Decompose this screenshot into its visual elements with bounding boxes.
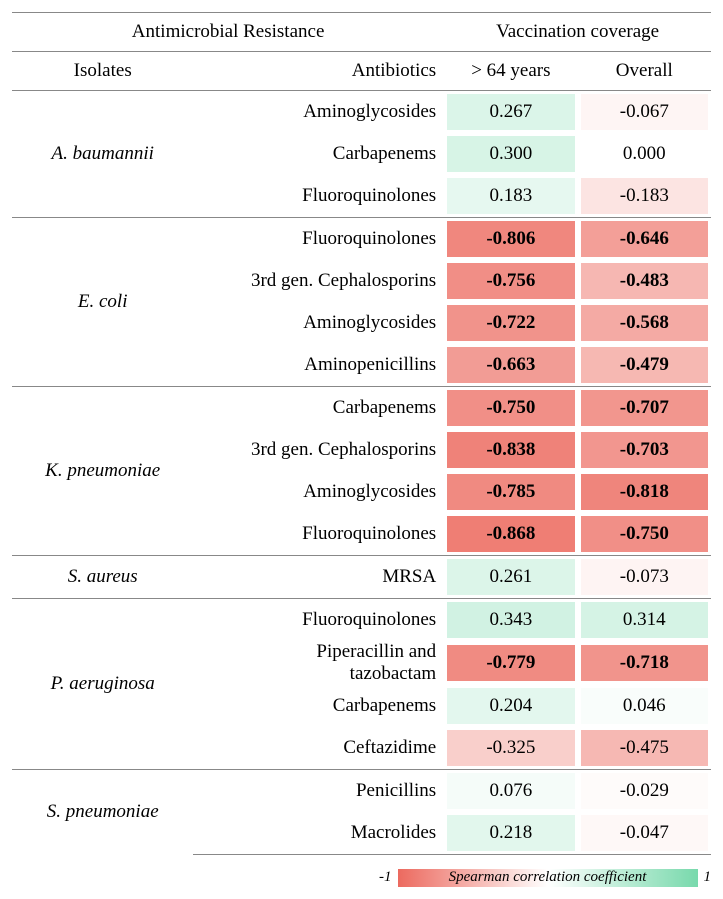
antibiotic-cell: 3rd gen. Cephalosporins	[193, 260, 444, 302]
value-cell: 0.000	[578, 133, 711, 175]
value-cell: -0.868	[444, 513, 577, 556]
antibiotic-cell: MRSA	[193, 556, 444, 599]
value-cell: -0.047	[578, 812, 711, 855]
value-cell: 0.218	[444, 812, 577, 855]
value-cell: -0.718	[578, 641, 711, 685]
value-cell: -0.483	[578, 260, 711, 302]
isolate-cell: E. coli	[12, 218, 193, 387]
value-cell: 0.267	[444, 91, 577, 134]
antibiotic-cell: Fluoroquinolones	[193, 599, 444, 642]
value-cell: -0.183	[578, 175, 711, 218]
antibiotic-cell: Piperacillin andtazobactam	[193, 641, 444, 685]
antibiotic-cell: Macrolides	[193, 812, 444, 855]
value-cell: -0.663	[444, 344, 577, 387]
value-cell: 0.076	[444, 769, 577, 812]
value-cell: -0.818	[578, 471, 711, 513]
value-cell: 0.314	[578, 599, 711, 642]
value-cell: -0.029	[578, 769, 711, 812]
legend-label: Spearman correlation coefficient	[449, 869, 647, 886]
value-cell: -0.073	[578, 556, 711, 599]
hdr-vacc: Vaccination coverage	[444, 13, 711, 52]
value-cell: -0.750	[578, 513, 711, 556]
hdr-col1: > 64 years	[444, 52, 577, 91]
hdr-col2: Overall	[578, 52, 711, 91]
antibiotic-cell: Carbapenems	[193, 387, 444, 430]
value-cell: -0.703	[578, 429, 711, 471]
value-cell: 0.183	[444, 175, 577, 218]
antibiotic-cell: Aminoglycosides	[193, 302, 444, 344]
value-cell: -0.806	[444, 218, 577, 261]
value-cell: -0.646	[578, 218, 711, 261]
value-cell: 0.046	[578, 685, 711, 727]
amr-heatmap-table: Antimicrobial Resistance Vaccination cov…	[12, 12, 711, 855]
legend: -1 Spearman correlation coefficient 1	[12, 869, 711, 887]
legend-max: 1	[704, 869, 712, 886]
isolate-cell: A. baumannii	[12, 91, 193, 218]
value-cell: -0.475	[578, 727, 711, 770]
value-cell: 0.204	[444, 685, 577, 727]
antibiotic-cell: 3rd gen. Cephalosporins	[193, 429, 444, 471]
antibiotic-cell: Carbapenems	[193, 133, 444, 175]
value-cell: 0.343	[444, 599, 577, 642]
value-cell: -0.479	[578, 344, 711, 387]
isolate-cell: K. pneumoniae	[12, 387, 193, 556]
value-cell: -0.785	[444, 471, 577, 513]
legend-min: -1	[379, 869, 392, 886]
value-cell: -0.707	[578, 387, 711, 430]
antibiotic-cell: Aminopenicillins	[193, 344, 444, 387]
value-cell: -0.750	[444, 387, 577, 430]
antibiotic-cell: Fluoroquinolones	[193, 175, 444, 218]
value-cell: -0.756	[444, 260, 577, 302]
value-cell: -0.568	[578, 302, 711, 344]
antibiotic-cell: Carbapenems	[193, 685, 444, 727]
value-cell: 0.261	[444, 556, 577, 599]
antibiotic-cell: Aminoglycosides	[193, 471, 444, 513]
legend-bar: Spearman correlation coefficient	[398, 869, 698, 887]
antibiotic-cell: Aminoglycosides	[193, 91, 444, 134]
antibiotic-cell: Fluoroquinolones	[193, 218, 444, 261]
isolate-cell: S. pneumoniae	[12, 769, 193, 854]
value-cell: 0.300	[444, 133, 577, 175]
value-cell: -0.067	[578, 91, 711, 134]
isolate-cell: S. aureus	[12, 556, 193, 599]
value-cell: -0.838	[444, 429, 577, 471]
hdr-isolates: Isolates	[12, 52, 193, 91]
value-cell: -0.779	[444, 641, 577, 685]
isolate-cell: P. aeruginosa	[12, 599, 193, 770]
antibiotic-cell: Penicillins	[193, 769, 444, 812]
antibiotic-cell: Fluoroquinolones	[193, 513, 444, 556]
hdr-amr: Antimicrobial Resistance	[12, 13, 444, 52]
value-cell: -0.325	[444, 727, 577, 770]
hdr-antibiotics: Antibiotics	[193, 52, 444, 91]
antibiotic-cell: Ceftazidime	[193, 727, 444, 770]
value-cell: -0.722	[444, 302, 577, 344]
